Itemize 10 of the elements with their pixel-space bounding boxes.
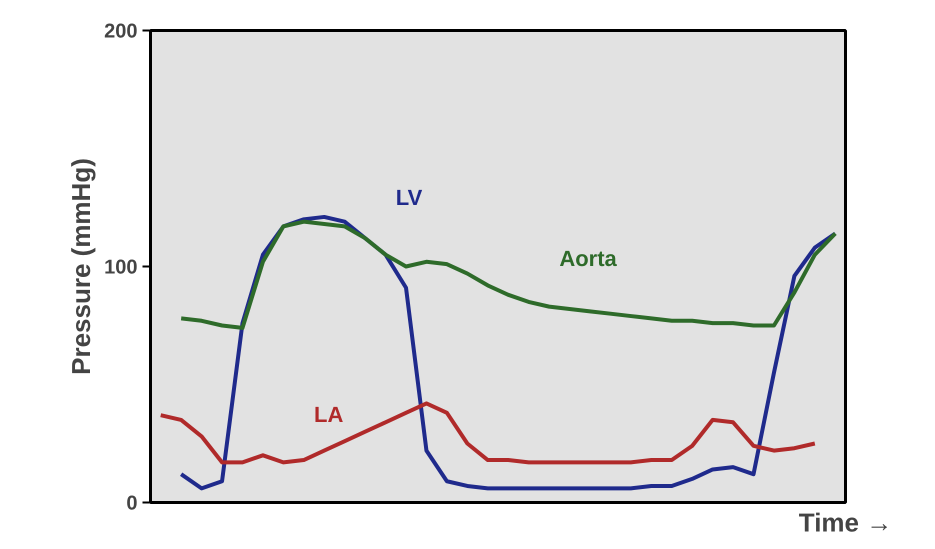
series-label: LV: [396, 184, 423, 210]
series-label: LA: [314, 402, 344, 427]
y-tick-label: 100: [104, 256, 138, 278]
x-axis-title: Time →: [798, 508, 892, 538]
y-tick-label: 0: [126, 492, 138, 514]
series-label: Aorta: [559, 246, 618, 272]
line-series: [179, 220, 838, 330]
line-series: [158, 401, 817, 464]
y-tick-label: 200: [104, 20, 138, 42]
y-axis-title: Pressure (mmHg): [66, 158, 96, 375]
